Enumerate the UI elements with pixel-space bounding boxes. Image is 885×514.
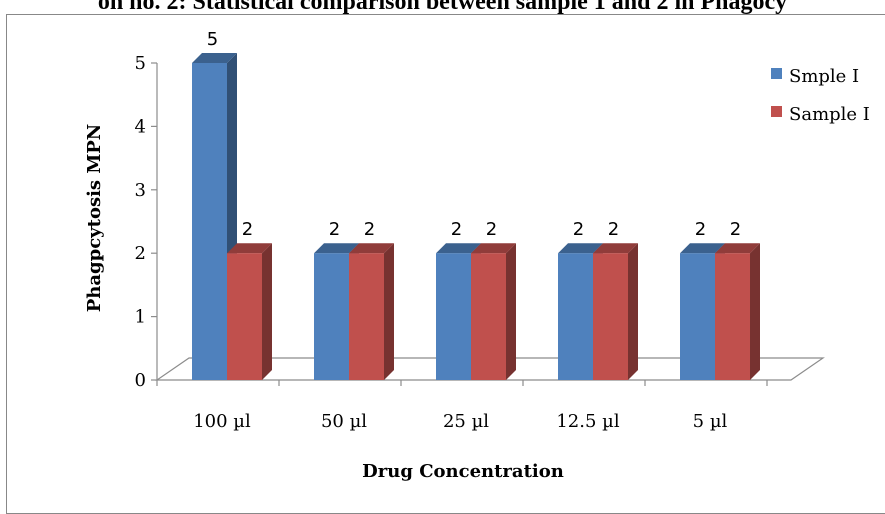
data-label: 2	[730, 219, 741, 240]
bar	[349, 243, 394, 380]
y-axis-title: Phagpcytosis MPN	[84, 124, 105, 312]
legend-swatch	[771, 68, 782, 79]
bar-top	[471, 243, 516, 254]
y-tick-label: 2	[135, 243, 146, 264]
data-label: 2	[608, 219, 619, 240]
bar-top	[436, 243, 481, 254]
bar-side	[506, 243, 516, 380]
y-tick-label: 0	[135, 370, 146, 391]
bar-front	[471, 253, 506, 380]
bar	[593, 243, 638, 380]
data-labels: 5 2 2 2 2 2 2 2 2 2	[207, 29, 741, 240]
x-axis-title: Drug Concentration	[362, 461, 564, 482]
axes: 0 1 2 3 4 5 100 µl 50 µl 25 µl 12.5 µl 5 µl	[135, 53, 768, 432]
bar-front	[558, 253, 593, 380]
legend-swatch	[771, 106, 782, 117]
x-tick-label: 50 µl	[321, 411, 367, 432]
bar-front	[314, 253, 349, 380]
y-tick-label: 1	[135, 307, 146, 328]
data-label: 2	[242, 219, 253, 240]
bar-front	[715, 253, 750, 380]
x-tick-label: 12.5 µl	[556, 411, 619, 432]
bar-top	[558, 243, 603, 254]
y-tick-label: 4	[135, 116, 146, 137]
bar-front	[349, 253, 384, 380]
bar-front	[593, 253, 628, 380]
bar-side	[628, 243, 638, 380]
bar	[715, 243, 760, 380]
bar-top	[349, 243, 394, 254]
x-tick-label: 100 µl	[193, 411, 251, 432]
bar-side	[750, 243, 760, 380]
data-label: 2	[329, 219, 340, 240]
y-tick-label: 3	[135, 180, 146, 201]
bar	[471, 243, 516, 380]
y-tick-label: 5	[135, 53, 146, 74]
bar-front	[192, 63, 227, 380]
legend: Smple I Sample I	[771, 66, 870, 125]
bar	[192, 53, 237, 380]
bar-top	[715, 243, 760, 254]
legend-label: Smple I	[789, 66, 859, 87]
bar-top	[192, 53, 237, 63]
bar-side	[384, 243, 394, 380]
bar-top	[593, 243, 638, 254]
x-tick-label: 5 µl	[693, 411, 728, 432]
bars	[192, 53, 760, 380]
data-label: 2	[695, 219, 706, 240]
data-label: 5	[207, 29, 218, 50]
chart-title: on no. 2: Statistical comparison between…	[97, 0, 788, 15]
bar-top	[314, 243, 359, 254]
bar-front	[436, 253, 471, 380]
bar-top	[680, 243, 725, 254]
bar-front	[680, 253, 715, 380]
bar-side	[262, 243, 272, 380]
x-tick-label: 25 µl	[443, 411, 489, 432]
data-label: 2	[451, 219, 462, 240]
legend-label: Sample I	[789, 104, 870, 125]
chart-plot: 0 1 2 3 4 5 100 µl 50 µl 25 µl 12.5 µl 5 µl 5 2 2 2 2 2…	[84, 29, 870, 482]
data-label: 2	[364, 219, 375, 240]
data-label: 2	[486, 219, 497, 240]
bar-front	[227, 253, 262, 380]
data-label: 2	[573, 219, 584, 240]
bar-top	[227, 243, 272, 254]
bar	[227, 243, 272, 380]
